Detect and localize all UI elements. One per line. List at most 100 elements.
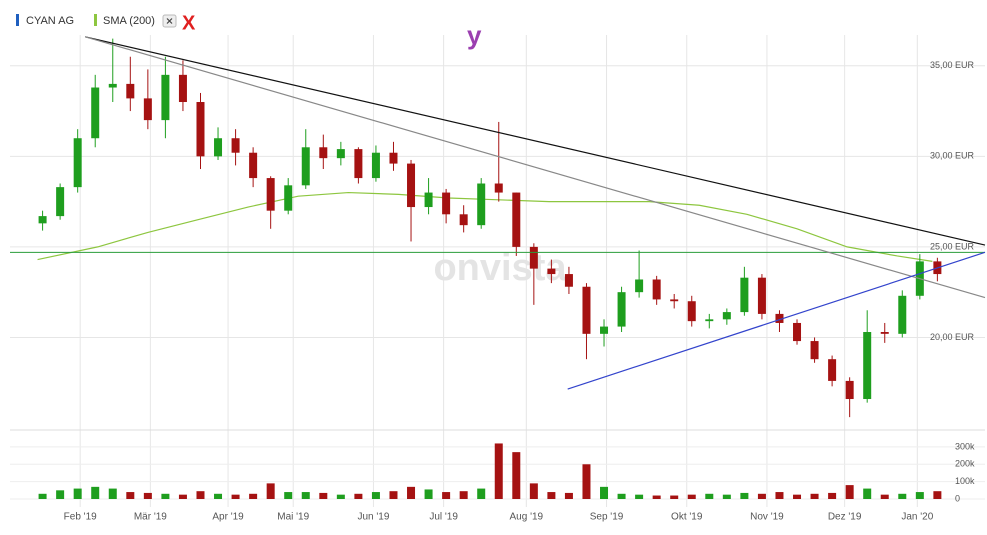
x-tick-label: Jan '20 [901,512,933,523]
candle-body [845,380,854,400]
y-tick-label: 30,00 EUR [930,151,975,161]
volume-bar [196,491,205,499]
volume-bar [933,491,942,499]
candle-body [600,326,609,334]
x-tick-label: Apr '19 [212,512,244,523]
candle-body [793,322,802,342]
volume-bar [319,492,328,499]
close-button[interactable] [162,14,177,28]
volume-bar [880,494,889,499]
legend-label: CYAN AG [26,15,74,27]
volume-bar [740,492,749,499]
legend-swatch [94,14,97,26]
x-tick-label: Nov '19 [750,512,784,523]
volume-bar [161,493,170,499]
candle-body [249,152,258,179]
x-tick-label: Okt '19 [671,512,703,523]
candle-body [143,98,152,121]
candle-body [494,183,503,193]
candle-body [617,292,626,327]
candle-body [880,332,889,334]
volume-bar [354,493,363,499]
volume-bar [757,493,766,499]
candle-body [529,246,538,269]
candle-body [757,277,766,314]
candle-body [231,138,240,153]
volume-bar [652,495,661,499]
volume-bar [143,492,152,499]
volume-bar [231,494,240,499]
candle-body [126,83,135,99]
candle-body [319,147,328,159]
volume-bar [477,488,486,499]
volume-bar [73,488,82,499]
volume-bar [371,492,380,499]
candle-body [670,299,679,302]
volume-bar [828,492,837,499]
candle-body [301,147,310,186]
y-tick-label: 300k [955,441,975,451]
candle-body [178,74,187,103]
watermark: onvista [433,247,567,289]
volume-bar [722,494,731,499]
y-tick-label: 20,00 EUR [930,332,975,342]
candle-body [564,274,573,287]
volume-bar [126,492,135,499]
volume-bar [687,494,696,499]
x-tick-label: Sep '19 [590,512,624,523]
candle-body [442,192,451,215]
volume-bar [301,492,310,499]
trendline [85,36,986,299]
candle-body [898,295,907,334]
volume-bar [442,492,451,499]
volume-bar [91,486,100,499]
candle-body [775,313,784,323]
volume-bar [407,486,416,499]
volume-bar [600,486,609,499]
candle-body [91,87,100,139]
candle-body [740,277,749,313]
volume-bar [459,491,468,499]
candle-body [810,341,819,360]
volume-bar [670,495,679,499]
x-tick-label: Mär '19 [134,512,167,523]
volume-bar [810,493,819,499]
volume-bar [56,490,65,499]
volume-bar [898,493,907,499]
trendline [85,36,986,246]
candle-body [424,192,433,208]
x-tick-label: Jun '19 [357,512,389,523]
volume-bar [547,492,556,499]
candle-body [687,301,696,322]
candle-body [108,83,117,88]
volume-bar [705,493,714,499]
candle-body [214,138,223,157]
candle-body [828,359,837,381]
candle-body [336,149,345,159]
candle-body [582,286,591,334]
candle-body [38,216,47,224]
candle-body [547,268,556,275]
volume-bar [863,488,872,499]
volume-bar [617,493,626,499]
volume-bar [564,492,573,499]
y-tick-label: 25,00 EUR [930,241,975,251]
candle-body [407,163,416,208]
volume-bar [108,488,117,499]
candle-body [266,178,275,211]
volume-bar [424,489,433,499]
volume-bar [793,494,802,499]
y-tick-label: 100k [955,476,975,486]
x-tick-label: Jul '19 [429,512,458,523]
volume-bar [389,491,398,499]
candle-body [56,187,65,217]
candle-body [354,149,363,179]
volume-bar [582,464,591,499]
grid [10,35,985,507]
candle-body [196,102,205,157]
candle-body [161,74,170,121]
y-tick-label: 200k [955,459,975,469]
volume-bar [266,483,275,499]
candle-body [722,312,731,320]
